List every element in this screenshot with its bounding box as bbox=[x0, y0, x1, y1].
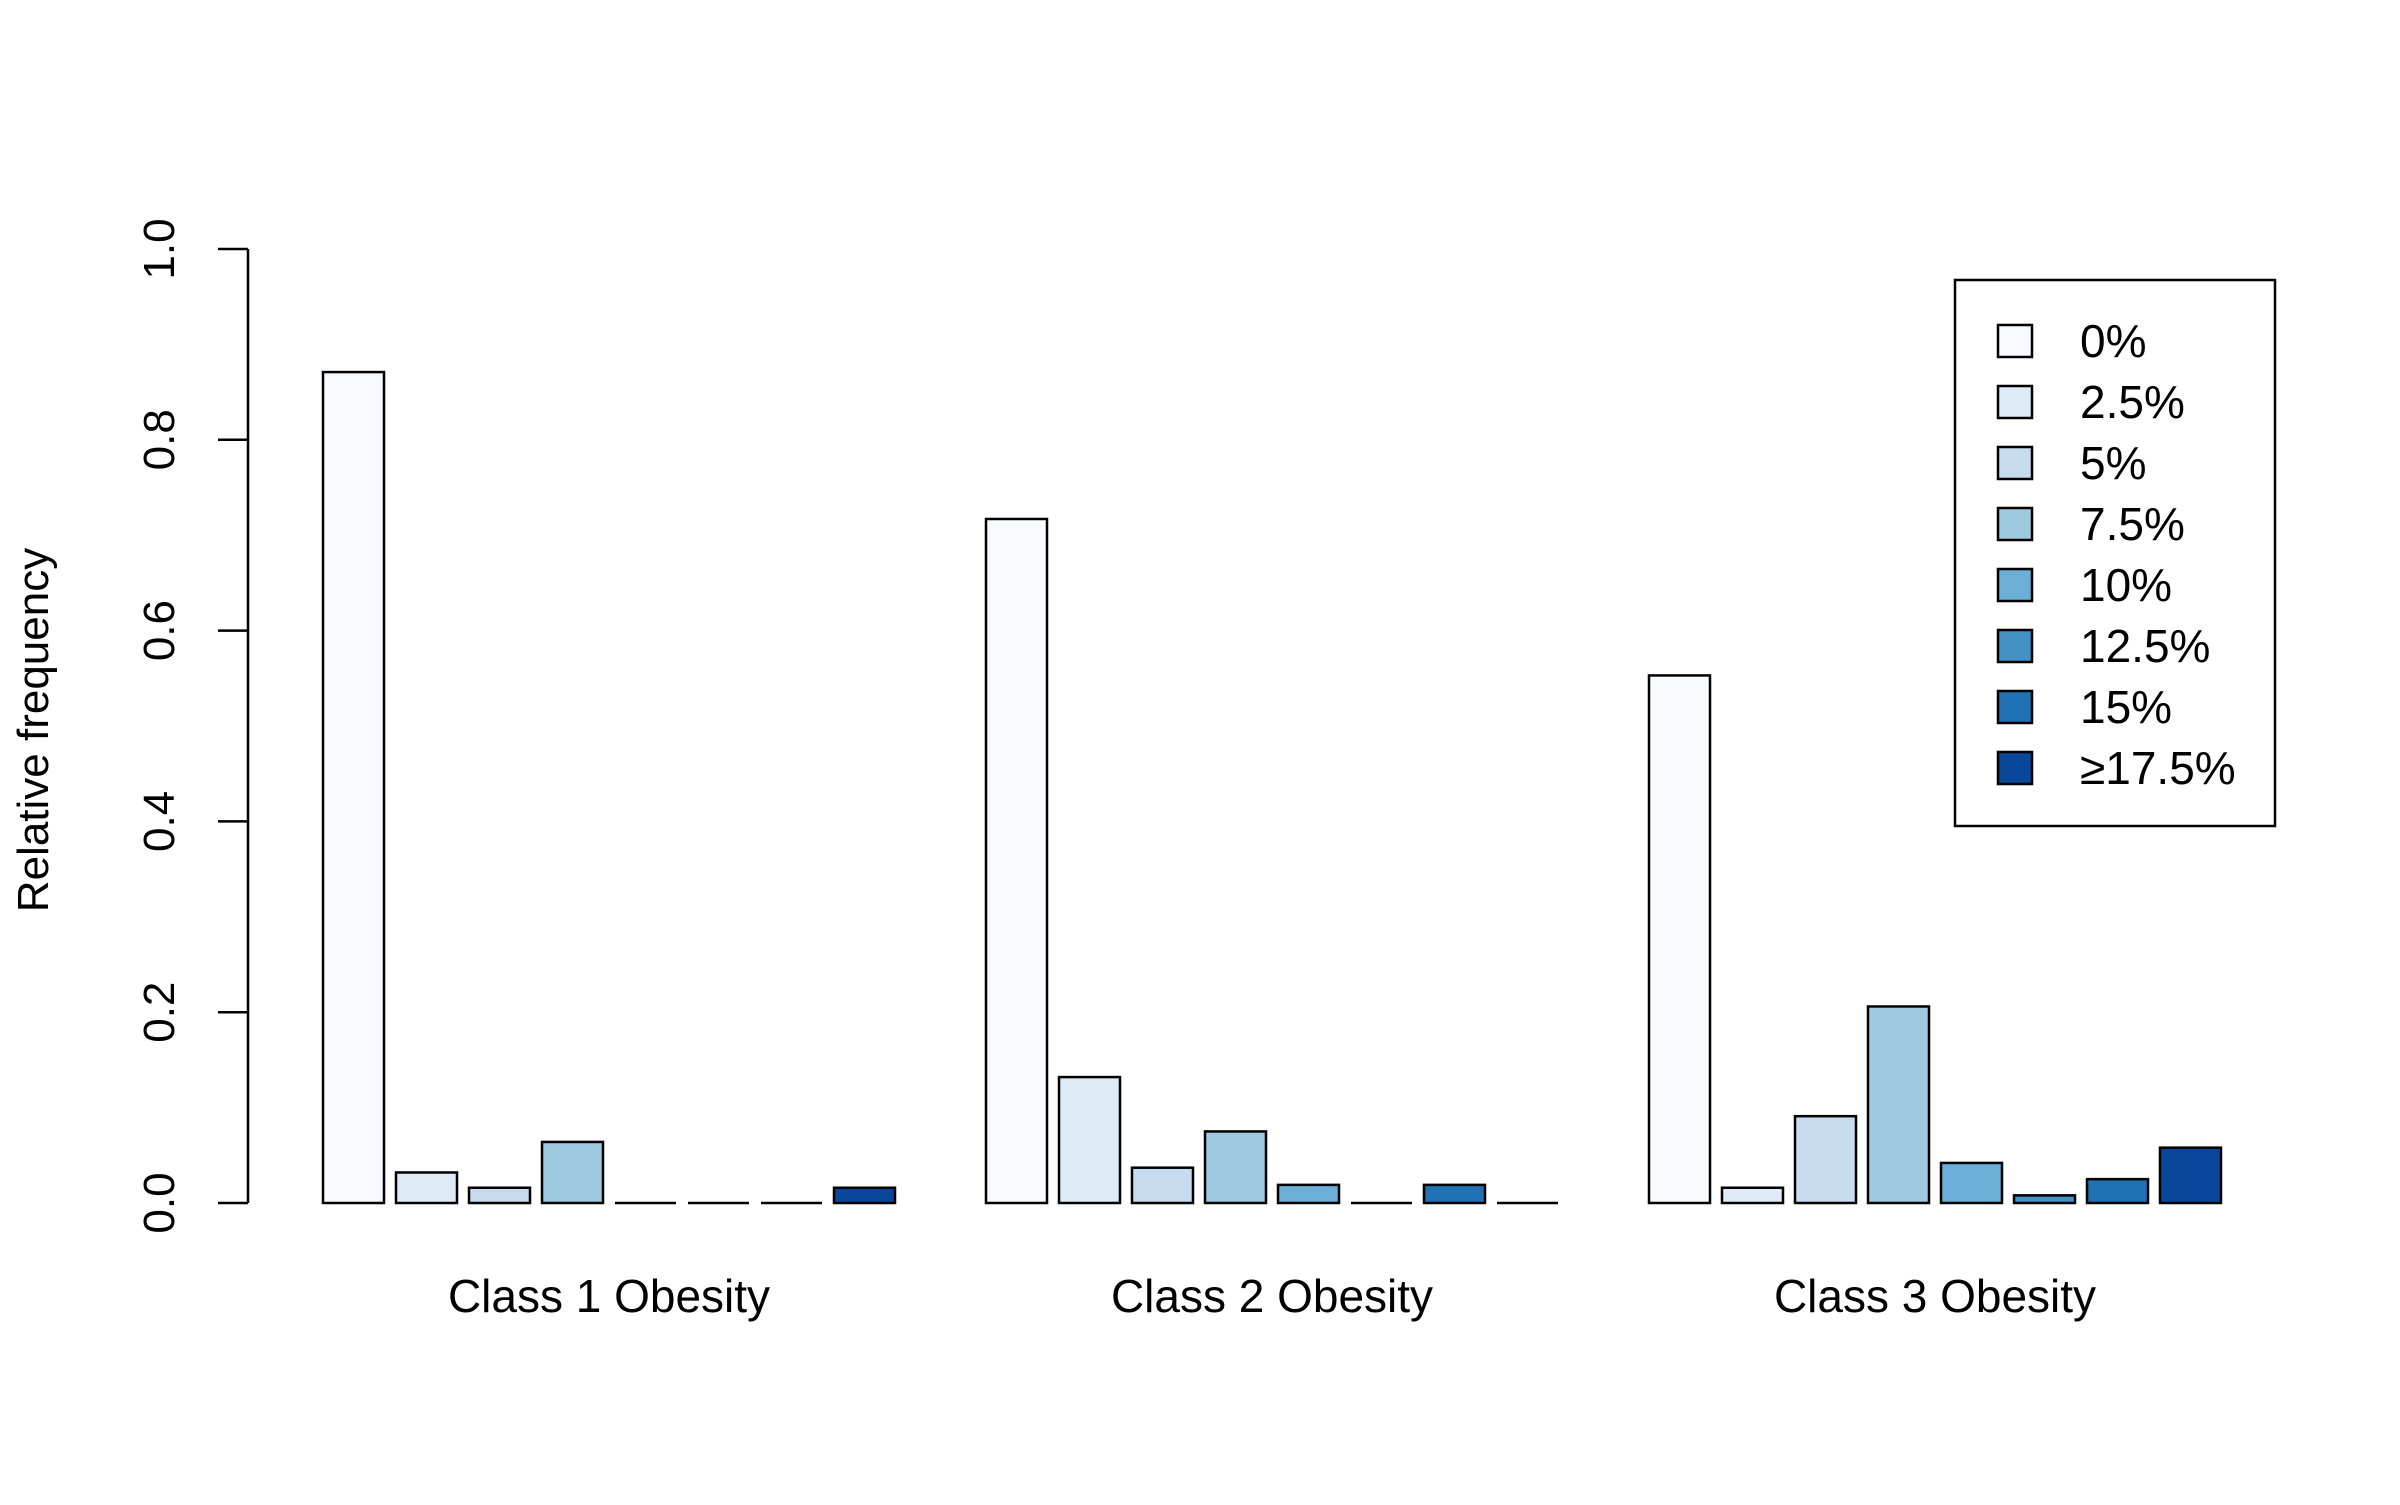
legend: 0% 2.5% 5% 7.5% 10% 12.5% 15% ≥17.5% bbox=[1953, 278, 2277, 828]
bar bbox=[2158, 1146, 2223, 1205]
legend-swatch bbox=[1996, 628, 2034, 664]
legend-item: 5% bbox=[1996, 437, 2146, 489]
legend-item: 0% bbox=[1996, 315, 2146, 367]
bar-group bbox=[1647, 674, 2223, 1205]
bar bbox=[540, 1140, 605, 1205]
bar bbox=[1057, 1075, 1122, 1205]
y-tick-label: 0.2 bbox=[135, 982, 184, 1043]
y-tick-label: 0.8 bbox=[135, 409, 184, 470]
bar bbox=[1203, 1130, 1268, 1205]
bar bbox=[467, 1186, 532, 1205]
legend-label: ≥17.5% bbox=[2080, 742, 2236, 794]
bar bbox=[984, 517, 1049, 1205]
category-labels: Class 1 Obesity Class 2 Obesity Class 3 Ob… bbox=[448, 1270, 2096, 1322]
bar bbox=[1720, 1186, 1785, 1205]
legend-label: 7.5% bbox=[2080, 498, 2185, 550]
legend-box bbox=[1953, 278, 2277, 828]
legend-swatch bbox=[1996, 323, 2034, 359]
y-tick-label: 0.4 bbox=[135, 791, 184, 852]
legend-item: 10% bbox=[1996, 559, 2172, 611]
legend-swatch bbox=[1996, 506, 2034, 542]
legend-label: 5% bbox=[2080, 437, 2146, 489]
legend-item: 2.5% bbox=[1996, 376, 2185, 428]
legend-label: 12.5% bbox=[2080, 620, 2210, 672]
legend-swatch bbox=[1996, 567, 2034, 603]
bar-group bbox=[321, 370, 897, 1205]
bar bbox=[2085, 1177, 2150, 1205]
bar bbox=[1939, 1161, 2004, 1205]
category-label: Class 2 Obesity bbox=[1111, 1270, 1433, 1322]
bar bbox=[321, 370, 386, 1205]
legend-item: 12.5% bbox=[1996, 620, 2210, 672]
bar bbox=[1422, 1183, 1487, 1205]
legend-label: 10% bbox=[2080, 559, 2172, 611]
legend-item: 7.5% bbox=[1996, 498, 2185, 550]
bar-group bbox=[984, 517, 1558, 1205]
bar bbox=[832, 1186, 897, 1205]
category-label: Class 3 Obesity bbox=[1774, 1270, 2096, 1322]
legend-swatch bbox=[1996, 750, 2034, 786]
category-label: Class 1 Obesity bbox=[448, 1270, 770, 1322]
legend-label: 0% bbox=[2080, 315, 2146, 367]
bar bbox=[1276, 1183, 1341, 1205]
y-axis-label: Relative frequency bbox=[9, 548, 58, 912]
legend-swatch bbox=[1996, 689, 2034, 725]
legend-label: 2.5% bbox=[2080, 376, 2185, 428]
bar bbox=[1647, 674, 1712, 1205]
bar bbox=[1793, 1114, 1858, 1205]
y-axis: 0.0 0.2 0.4 0.6 0.8 1.0 bbox=[135, 218, 250, 1234]
bar bbox=[1130, 1166, 1195, 1205]
y-tick-label: 0.0 bbox=[135, 1172, 184, 1233]
y-tick-label: 1.0 bbox=[135, 218, 184, 279]
bars bbox=[321, 370, 2223, 1205]
y-tick-label: 0.6 bbox=[135, 600, 184, 661]
bar bbox=[2012, 1194, 2077, 1205]
bar bbox=[394, 1171, 459, 1205]
bar bbox=[1866, 1005, 1931, 1205]
legend-item: ≥17.5% bbox=[1996, 742, 2236, 794]
legend-label: 15% bbox=[2080, 681, 2172, 733]
legend-item: 15% bbox=[1996, 681, 2172, 733]
legend-swatch bbox=[1996, 384, 2034, 420]
legend-swatch bbox=[1996, 445, 2034, 481]
